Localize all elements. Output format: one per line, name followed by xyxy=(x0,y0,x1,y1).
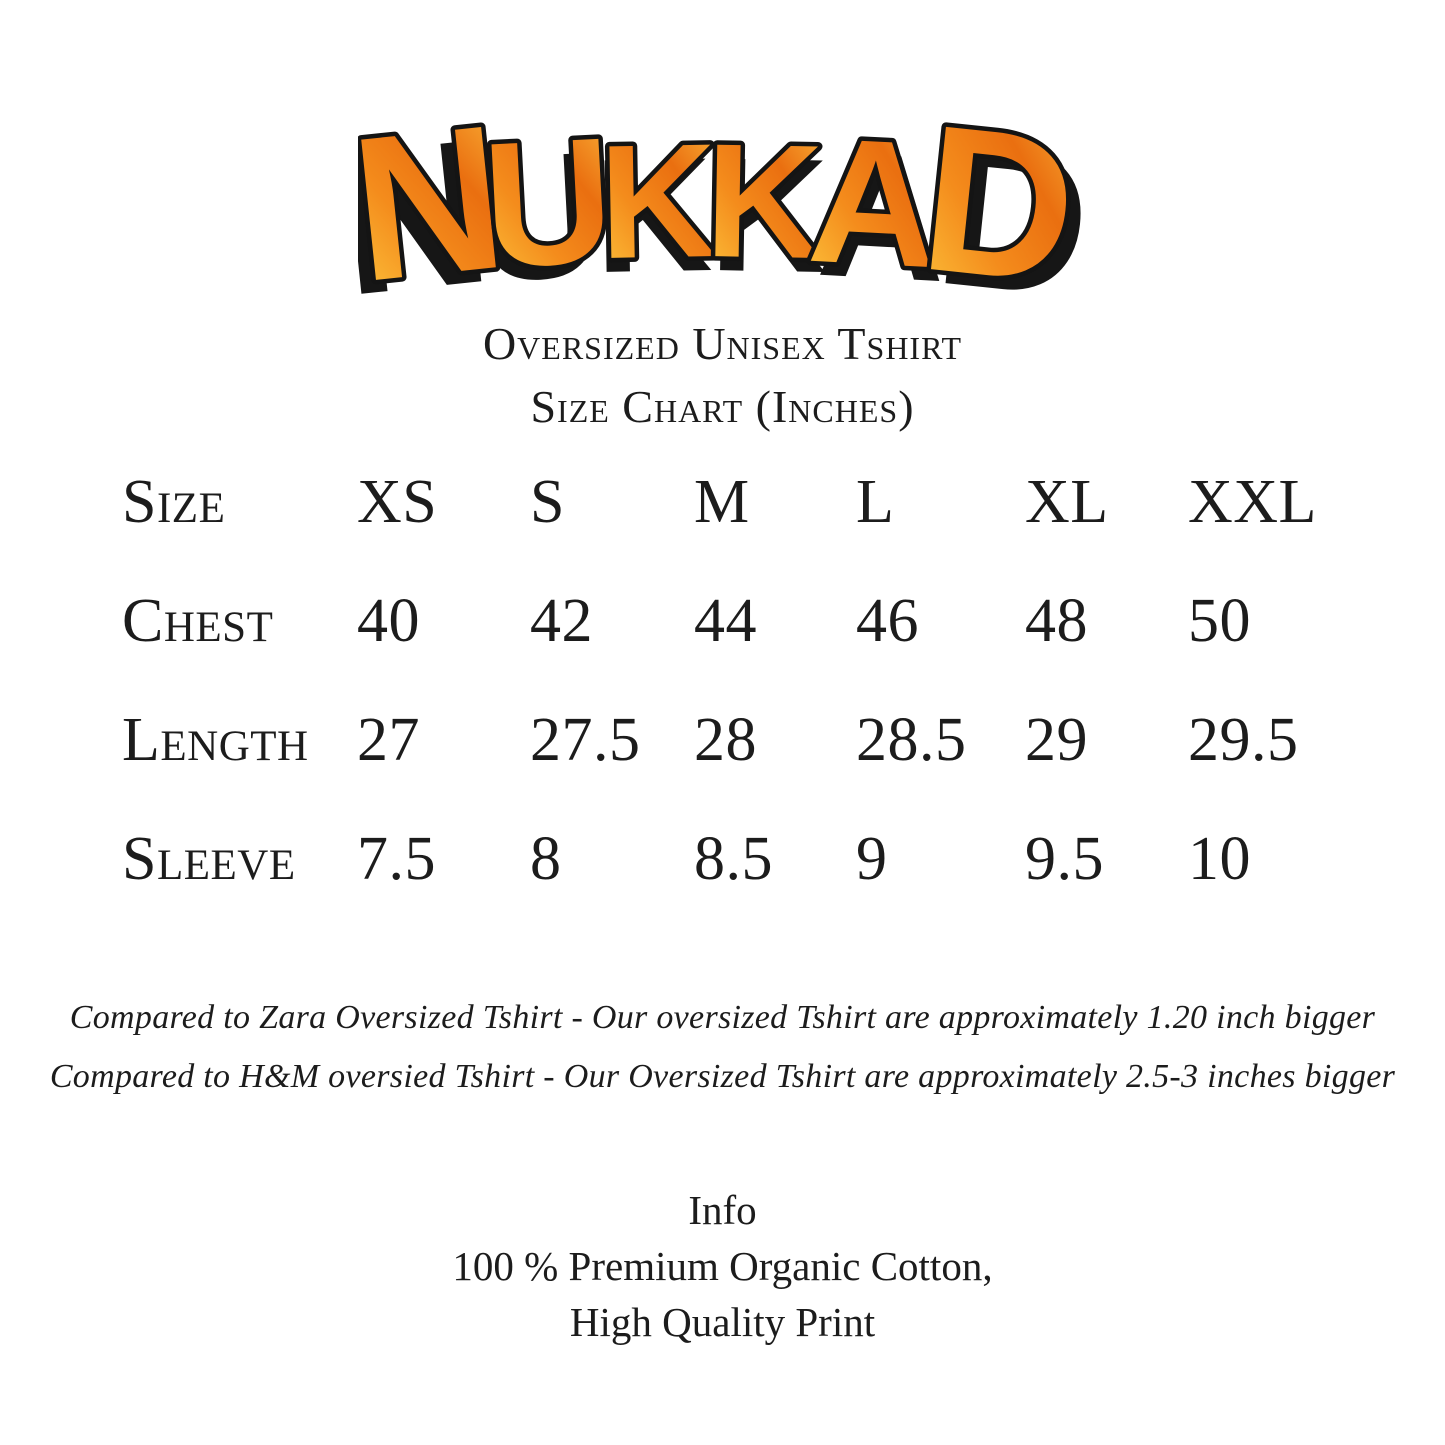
subtitle-size-chart: Size Chart (Inches) xyxy=(530,381,915,432)
row-label-length: Length xyxy=(122,706,309,774)
logo-letter: K xyxy=(703,110,823,293)
note-hm: Compared to H&M oversied Tshirt - Our Ov… xyxy=(49,1058,1396,1095)
chest-value-xs: 40 xyxy=(357,587,420,655)
note-zara: Compared to Zara Oversized Tshirt - Our … xyxy=(69,999,1376,1036)
sleeve-value-s: 8 xyxy=(530,825,562,893)
logo-letter-shadow: K xyxy=(708,124,828,307)
logo-letter-shadow: D xyxy=(926,96,1087,318)
column-header-size: Size xyxy=(122,468,226,536)
info-print: High Quality Print xyxy=(569,1299,876,1345)
sleeve-value-m: 8.5 xyxy=(694,825,773,893)
sleeve-value-l: 9 xyxy=(856,825,888,893)
column-header-s: S xyxy=(530,468,565,536)
length-value-xxl: 29.5 xyxy=(1188,706,1299,774)
nukkad-logo-svg: N U K K A D N U K K A D xyxy=(358,78,1088,318)
column-header-xs: XS xyxy=(357,468,438,536)
brand-logo: N U K K A D N U K K A D xyxy=(358,78,1088,318)
info-heading: Info xyxy=(688,1187,757,1233)
row-label-chest: Chest xyxy=(122,587,274,655)
logo-letter-shadow: K xyxy=(593,124,713,307)
column-header-l: L xyxy=(856,468,895,536)
comparison-notes: Compared to Zara Oversized Tshirt - Our … xyxy=(0,988,1445,1106)
sleeve-value-xxl: 10 xyxy=(1188,825,1251,893)
length-value-s: 27.5 xyxy=(530,706,641,774)
logo-letter: A xyxy=(804,100,943,305)
logo-letter: D xyxy=(912,82,1086,318)
logo-letters-layer: N U K K A D xyxy=(358,78,1088,318)
length-value-xs: 27 xyxy=(357,706,420,774)
column-header-m: M xyxy=(694,468,750,536)
chest-value-l: 46 xyxy=(856,587,919,655)
chest-value-xxl: 50 xyxy=(1188,587,1251,655)
logo-letter: N xyxy=(358,82,514,318)
length-value-m: 28 xyxy=(694,706,757,774)
logo-letter: U xyxy=(478,100,617,305)
chest-value-xl: 48 xyxy=(1025,587,1088,655)
chest-value-s: 42 xyxy=(530,587,593,655)
subtitle-product: Oversized Unisex Tshirt xyxy=(482,318,963,369)
column-header-xxl: XXL xyxy=(1188,468,1317,536)
subtitle-block: Oversized Unisex Tshirt Size Chart (Inch… xyxy=(0,312,1445,438)
column-header-xl: XL xyxy=(1025,468,1109,536)
sleeve-value-xl: 9.5 xyxy=(1025,825,1104,893)
logo-letter-shadow: U xyxy=(469,114,608,318)
logo-letter: K xyxy=(597,110,717,293)
logo-letter-shadow: N xyxy=(358,96,500,318)
info-section: Info 100 % Premium Organic Cotton, High … xyxy=(0,1182,1445,1350)
logo-letter-shadow: A xyxy=(813,114,952,318)
row-label-sleeve: Sleeve xyxy=(122,825,296,893)
length-value-l: 28.5 xyxy=(856,706,967,774)
chest-value-m: 44 xyxy=(694,587,757,655)
logo-shadow-layer: N U K K A D xyxy=(358,96,1088,318)
info-material: 100 % Premium Organic Cotton, xyxy=(452,1243,993,1289)
sleeve-value-xs: 7.5 xyxy=(357,825,436,893)
length-value-xl: 29 xyxy=(1025,706,1088,774)
size-chart-table: Size XS S M L XL XXL Chest 40 42 44 46 4… xyxy=(0,443,1445,919)
